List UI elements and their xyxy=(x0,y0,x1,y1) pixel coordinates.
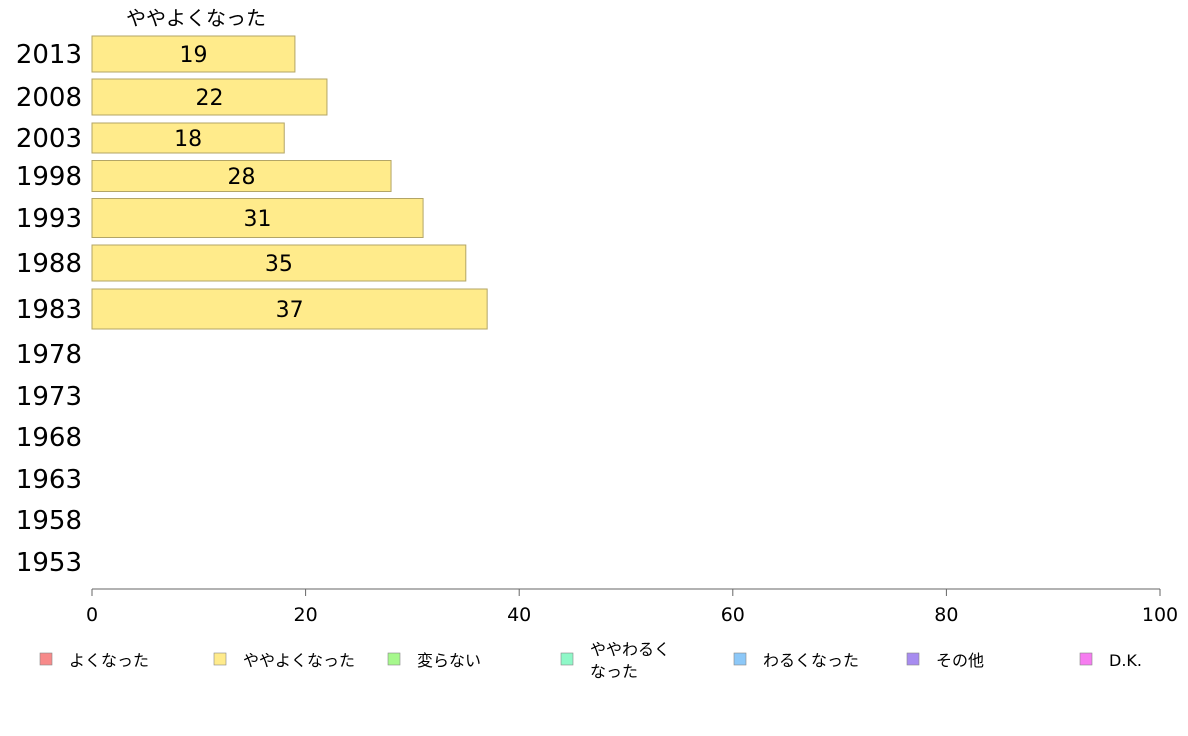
bar-2008 xyxy=(91,78,328,116)
bar-2003 xyxy=(91,122,285,154)
bars: 19 22 18 28 31 35 37 xyxy=(91,35,488,330)
x-tick-label-100: 100 xyxy=(1142,604,1178,626)
legend-swatch-5 xyxy=(906,652,920,666)
legend-label-6: D.K. xyxy=(1109,651,1142,670)
legend-swatch-6 xyxy=(1079,652,1093,666)
legend-swatch-0 xyxy=(39,652,53,666)
x-tick-label-20: 20 xyxy=(294,604,318,626)
bar-value-label-1993: 31 xyxy=(244,207,272,232)
legend-swatch-4 xyxy=(733,652,747,666)
legend-label-5: その他 xyxy=(936,651,984,670)
bar-value-label-2013: 19 xyxy=(179,43,207,68)
legend-swatch-2 xyxy=(387,652,401,666)
year-label-2008: 2008 xyxy=(16,83,82,113)
x-tick-label-0: 0 xyxy=(86,604,98,626)
x-tick-label-40: 40 xyxy=(507,604,531,626)
year-labels: 2013 2008 2003 1998 1993 1988 1983 1978 1973 1968… xyxy=(16,40,82,578)
year-label-1958: 1958 xyxy=(16,506,82,536)
bar-1998 xyxy=(91,160,392,192)
legend-label-4: わるくなった xyxy=(763,651,859,670)
year-label-1963: 1963 xyxy=(16,465,82,495)
bar-1993 xyxy=(91,198,424,238)
year-label-1988: 1988 xyxy=(16,249,82,279)
year-label-1968: 1968 xyxy=(16,423,82,453)
legend-swatch-1 xyxy=(213,652,227,666)
bar-1988 xyxy=(91,244,467,282)
legend-label-0: よくなった xyxy=(69,651,149,670)
legend-label-3: ややわるくなった xyxy=(590,640,670,681)
year-label-1978: 1978 xyxy=(16,340,82,370)
series-title: ややよくなった xyxy=(126,6,266,30)
x-tick-label-80: 80 xyxy=(934,604,958,626)
bar-1983 xyxy=(91,288,488,330)
year-label-2013: 2013 xyxy=(16,40,82,70)
year-label-2003: 2003 xyxy=(16,124,82,154)
year-label-1983: 1983 xyxy=(16,295,82,325)
legend-swatch-3 xyxy=(560,652,574,666)
year-label-1953: 1953 xyxy=(16,548,82,578)
bar-value-label-1998: 28 xyxy=(228,165,256,190)
legend: よくなった ややよくなった 変らない ややわるくなった わるくなった その他 D.K. xyxy=(39,640,1142,681)
year-label-1993: 1993 xyxy=(16,204,82,234)
bar-value-label-2008: 22 xyxy=(195,86,223,111)
bar-value-label-2003: 18 xyxy=(174,127,202,152)
legend-label-1: ややよくなった xyxy=(243,651,355,670)
bar-2013 xyxy=(91,35,296,73)
year-label-1998: 1998 xyxy=(16,162,82,192)
bar-value-label-1988: 35 xyxy=(265,252,293,277)
x-axis: 0 20 40 60 80 100 xyxy=(86,588,1178,626)
x-tick-label-60: 60 xyxy=(721,604,745,626)
legend-label-2: 変らない xyxy=(417,651,481,670)
bar-value-label-1983: 37 xyxy=(276,298,304,323)
year-label-1973: 1973 xyxy=(16,382,82,412)
